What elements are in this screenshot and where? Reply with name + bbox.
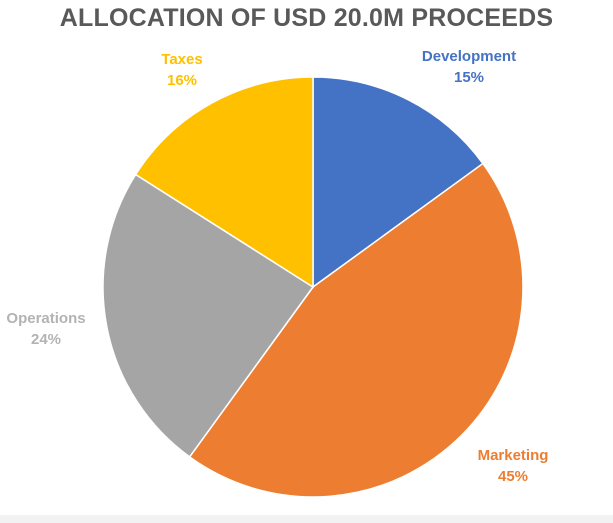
slice-label-operations: Operations 24% <box>6 308 85 350</box>
slice-percent-development: 15% <box>453 69 485 86</box>
pie-slice-marketing <box>188 162 524 498</box>
bottom-strip <box>0 515 613 523</box>
slice-label-taxes: Taxes 16% <box>161 49 202 91</box>
pie-slice-development <box>312 76 484 289</box>
slice-percent-marketing: 45% <box>497 468 529 485</box>
slice-percent-operations: 24% <box>30 331 62 348</box>
pie-slice-taxes <box>134 76 314 289</box>
slice-name-operations: Operations <box>6 310 86 327</box>
slice-name-marketing: Marketing <box>477 447 549 464</box>
chart-title: ALLOCATION OF USD 20.0M PROCEEDS <box>59 4 554 32</box>
slice-label-development: Development 15% <box>422 46 516 88</box>
slice-label-marketing: Marketing 45% <box>478 445 549 487</box>
pie-slice-operations <box>102 173 315 458</box>
slice-name-development: Development <box>421 48 517 65</box>
slice-name-taxes: Taxes <box>161 51 203 68</box>
slice-percent-taxes: 16% <box>166 72 198 89</box>
